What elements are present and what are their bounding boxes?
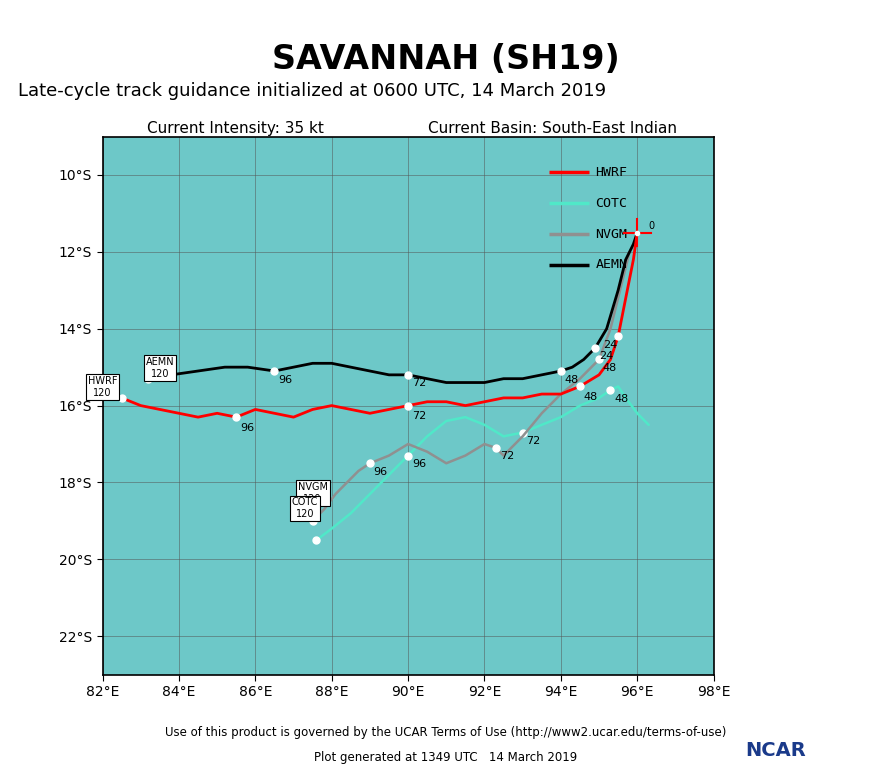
Text: 0: 0 [648, 221, 655, 231]
Text: 48: 48 [615, 394, 629, 404]
Text: 96: 96 [412, 459, 426, 469]
Text: HWRF
120: HWRF 120 [87, 377, 118, 398]
Text: 48: 48 [603, 363, 617, 373]
Text: AEMN
120: AEMN 120 [145, 357, 174, 379]
Text: 24: 24 [603, 340, 617, 350]
Text: 72: 72 [412, 411, 426, 421]
Text: Late-cycle track guidance initialized at 0600 UTC, 14 March 2019: Late-cycle track guidance initialized at… [18, 82, 606, 100]
Text: 48: 48 [565, 374, 579, 385]
Text: SAVANNAH (SH19): SAVANNAH (SH19) [272, 43, 620, 76]
Text: 72: 72 [500, 452, 514, 462]
Text: 96: 96 [278, 374, 293, 385]
Text: 72: 72 [412, 378, 426, 388]
Text: Use of this product is governed by the UCAR Terms of Use (http://www2.ucar.edu/t: Use of this product is governed by the U… [165, 725, 727, 739]
Text: NCAR: NCAR [746, 741, 806, 760]
Text: 96: 96 [240, 423, 254, 433]
Text: Plot generated at 1349 UTC   14 March 2019: Plot generated at 1349 UTC 14 March 2019 [314, 750, 578, 764]
Text: COTC
120: COTC 120 [292, 498, 318, 519]
Text: 48: 48 [583, 392, 598, 402]
Text: Current Basin: South-East Indian: Current Basin: South-East Indian [428, 121, 677, 136]
Text: 96: 96 [374, 466, 388, 477]
Text: Current Intensity: 35 kt: Current Intensity: 35 kt [147, 121, 324, 136]
Text: 72: 72 [526, 436, 541, 446]
Text: NVGM
120: NVGM 120 [298, 482, 327, 504]
Text: 24: 24 [599, 352, 614, 361]
